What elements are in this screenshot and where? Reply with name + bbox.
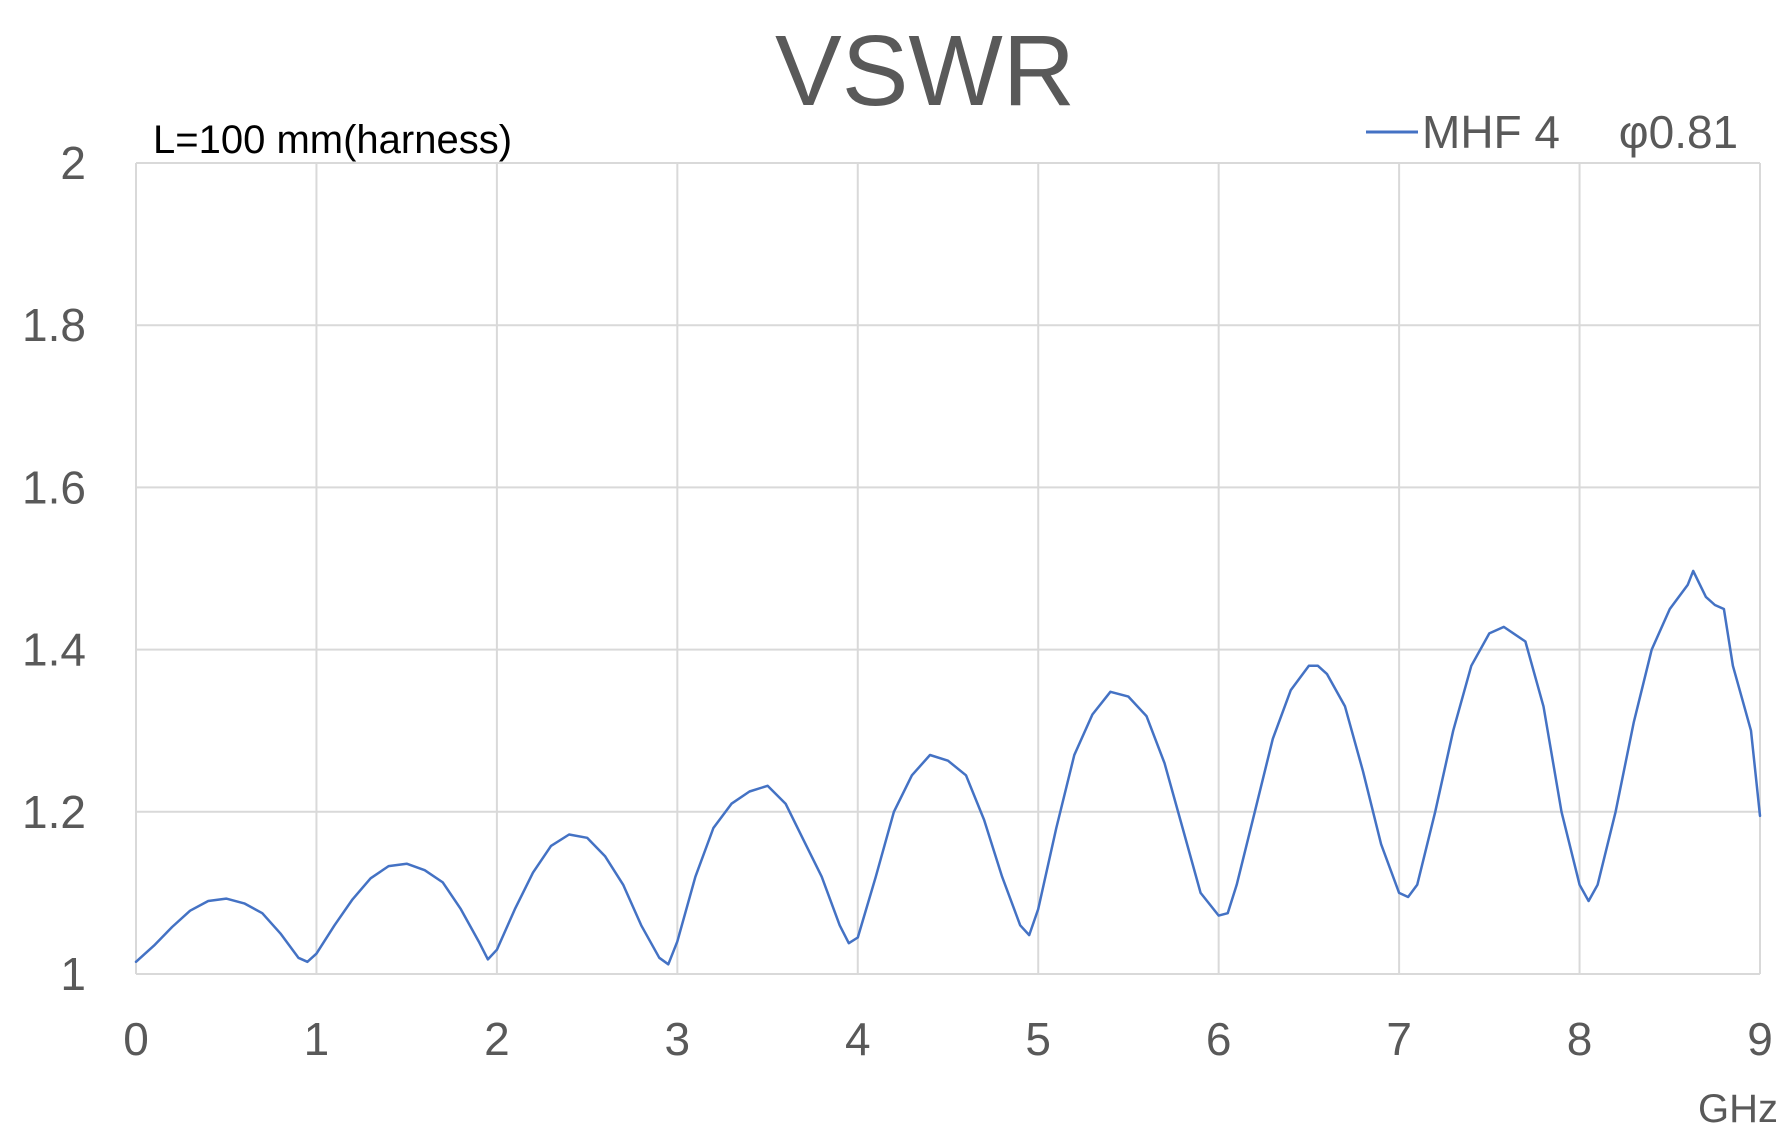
x-tick-label: 4 (845, 1013, 871, 1065)
x-tick-label: 0 (123, 1013, 149, 1065)
x-tick-label: 5 (1025, 1013, 1051, 1065)
chart-annotation: L=100 mm(harness) (153, 118, 512, 162)
x-unit-label: GHz (1698, 1087, 1778, 1131)
grid (135, 162, 1761, 975)
x-tick-label: 8 (1567, 1013, 1593, 1065)
chart-title: VSWR (775, 15, 1075, 127)
y-tick-label: 1 (60, 948, 86, 1000)
x-tick-label: 3 (665, 1013, 691, 1065)
x-tick-label: 2 (484, 1013, 510, 1065)
x-axis-ticks: 0 1 2 3 4 5 6 7 8 9 (123, 1013, 1773, 1065)
x-tick-label: 9 (1747, 1013, 1773, 1065)
legend-label: MHF 4 φ0.81 (1422, 106, 1738, 158)
y-tick-label: 1.2 (22, 786, 86, 838)
y-tick-label: 1.6 (22, 461, 86, 513)
x-tick-label: 7 (1386, 1013, 1412, 1065)
y-tick-label: 1.8 (22, 299, 86, 351)
x-tick-label: 1 (304, 1013, 330, 1065)
y-tick-label: 2 (60, 137, 86, 189)
y-tick-label: 1.4 (22, 624, 86, 676)
series-line-mhf4 (134, 569, 1762, 966)
y-axis-ticks: 1 1.2 1.4 1.6 1.8 2 (22, 137, 86, 1000)
legend: MHF 4 φ0.81 (1366, 106, 1738, 158)
x-tick-label: 6 (1206, 1013, 1232, 1065)
